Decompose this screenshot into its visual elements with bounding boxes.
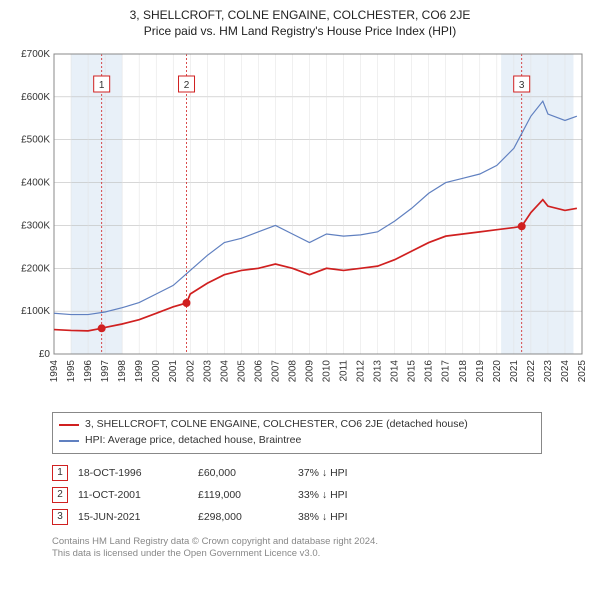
x-tick-label: 2003 [202,360,213,383]
legend-row: 3, SHELLCROFT, COLNE ENGAINE, COLCHESTER… [59,417,535,433]
x-tick-label: 2024 [560,360,571,383]
legend-label: HPI: Average price, detached house, Brai… [85,433,301,449]
x-tick-label: 2002 [185,360,196,383]
sale-row: 1 18-OCT-1996 £60,000 37% ↓ HPI [52,462,542,484]
footer-line-1: Contains HM Land Registry data © Crown c… [52,536,572,548]
x-tick-label: 2016 [424,360,435,383]
x-tick-label: 2000 [151,360,162,383]
sale-row-date: 15-JUN-2021 [78,511,188,523]
sale-row-badge: 3 [52,509,68,525]
sale-row-date: 18-OCT-1996 [78,467,188,479]
x-tick-label: 2019 [475,360,486,383]
y-tick-label: £300K [21,220,50,231]
x-tick-label: 2009 [304,360,315,383]
x-tick-label: 2006 [253,360,264,383]
sale-row-pct: 37% ↓ HPI [298,467,348,479]
legend: 3, SHELLCROFT, COLNE ENGAINE, COLCHESTER… [52,412,542,454]
legend-swatch [59,424,79,426]
x-tick-label: 2023 [543,360,554,383]
footer-attribution: Contains HM Land Registry data © Crown c… [52,536,572,561]
x-tick-label: 2001 [168,360,179,383]
y-tick-label: £600K [21,92,50,103]
sale-marker [518,222,526,230]
x-tick-label: 2005 [236,360,247,383]
x-tick-label: 2008 [287,360,298,383]
y-tick-label: £200K [21,263,50,274]
x-tick-label: 2011 [339,360,350,382]
x-tick-label: 1997 [100,360,111,383]
x-tick-label: 2013 [373,360,384,383]
chart-titles: 3, SHELLCROFT, COLNE ENGAINE, COLCHESTER… [10,8,590,38]
chart-container: 3, SHELLCROFT, COLNE ENGAINE, COLCHESTER… [0,0,600,564]
x-tick-label: 2015 [407,360,418,383]
x-tick-label: 2012 [356,360,367,383]
y-tick-label: £700K [21,49,50,60]
sale-row-badge: 2 [52,487,68,503]
legend-swatch [59,440,79,442]
sale-row-badge: 1 [52,465,68,481]
x-tick-label: 2022 [526,360,537,383]
y-tick-label: £400K [21,178,50,189]
plot-area: 1 2 3 £0 £100K £200K £300K £400K £500K £600K £700K… [10,44,590,404]
sale-badge-number: 1 [99,80,105,91]
legend-label: 3, SHELLCROFT, COLNE ENGAINE, COLCHESTER… [85,417,468,433]
x-tick-label: 1996 [83,360,94,383]
sale-row-price: £298,000 [198,511,288,523]
x-tick-label: 2021 [509,360,520,383]
x-tick-label: 2004 [219,360,230,383]
y-tick-label: £0 [39,349,51,360]
x-tick-label: 2010 [322,360,333,383]
chart-subtitle: Price paid vs. HM Land Registry's House … [10,24,590,38]
recession-band [71,54,122,354]
sale-badge-number: 3 [519,80,525,91]
sale-marker [98,324,106,332]
footer-line-2: This data is licensed under the Open Gov… [52,548,572,560]
sales-table: 1 18-OCT-1996 £60,000 37% ↓ HPI 2 11-OCT-2001… [52,462,542,528]
x-tick-label: 2020 [492,360,503,383]
x-tick-label: 2014 [390,360,401,383]
sale-row-pct: 33% ↓ HPI [298,489,348,501]
y-tick-label: £500K [21,135,50,146]
x-tick-label: 1999 [134,360,145,383]
plot-svg: 1 2 3 £0 £100K £200K £300K £400K £500K £600K £700K… [10,44,590,404]
x-tick-label: 2025 [577,360,588,383]
x-tick-label: 2017 [441,360,452,383]
sale-row-pct: 38% ↓ HPI [298,511,348,523]
x-tick-label: 2007 [270,360,281,383]
y-tick-label: £100K [21,306,50,317]
sale-marker [183,299,191,307]
sale-row: 3 15-JUN-2021 £298,000 38% ↓ HPI [52,506,542,528]
chart-title: 3, SHELLCROFT, COLNE ENGAINE, COLCHESTER… [10,8,590,22]
sale-row: 2 11-OCT-2001 £119,000 33% ↓ HPI [52,484,542,506]
sale-row-price: £60,000 [198,467,288,479]
x-tick-label: 1998 [117,360,128,383]
recession-band [501,54,573,354]
legend-row: HPI: Average price, detached house, Brai… [59,433,535,449]
x-tick-label: 1995 [66,360,77,383]
sale-row-price: £119,000 [198,489,288,501]
x-tick-label: 2018 [458,360,469,383]
sale-badge-number: 2 [184,80,190,91]
x-tick-label: 1994 [49,360,60,383]
sale-row-date: 11-OCT-2001 [78,489,188,501]
